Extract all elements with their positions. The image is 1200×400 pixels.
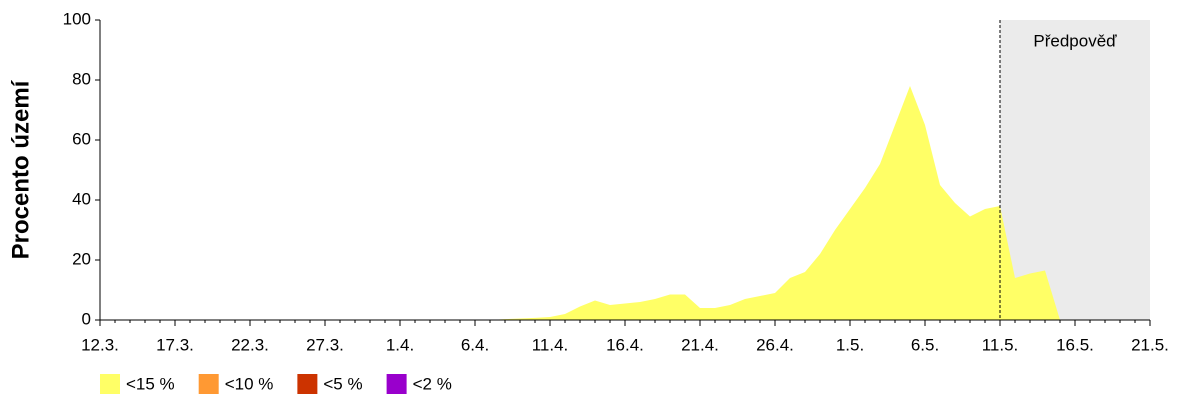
x-tick-label: 17.3. [156,335,194,354]
y-tick-label: 60 [72,129,91,148]
x-tick-label: 12.3. [81,335,119,354]
y-tick-label: 0 [82,309,91,328]
x-tick-label: 16.5. [1056,335,1094,354]
legend-swatch [100,374,120,394]
forecast-region [1000,20,1150,320]
x-tick-label: 6.4. [461,335,489,354]
legend-label: <5 % [323,374,362,393]
legend-swatch [198,374,219,394]
x-tick-label: 27.3. [306,335,344,354]
legend-swatch [386,374,407,394]
x-tick-label: 11.4. [532,335,569,354]
y-tick-label: 100 [63,9,91,28]
x-tick-label: 6.5. [911,335,939,354]
x-tick-label: 1.4. [386,335,414,354]
area [100,86,1060,320]
x-tick-label: 22.3. [231,335,269,354]
y-tick-label: 20 [72,249,91,268]
legend-swatch [297,374,318,394]
forecast-label: Předpověď [1033,31,1117,50]
x-tick-label: 21.5. [1131,335,1169,354]
y-axis-label: Procento území [7,79,34,259]
x-tick-label: 21.4. [681,335,719,354]
legend-label: <2 % [413,374,452,393]
x-tick-label: 11.5. [982,335,1019,354]
legend-label: <15 % [126,374,175,393]
y-tick-label: 40 [72,189,91,208]
x-tick-label: 16.4. [606,335,644,354]
legend-label: <10 % [225,374,274,393]
y-tick-label: 80 [72,69,91,88]
x-tick-label: 1.5. [836,335,864,354]
x-tick-label: 26.4. [756,335,794,354]
